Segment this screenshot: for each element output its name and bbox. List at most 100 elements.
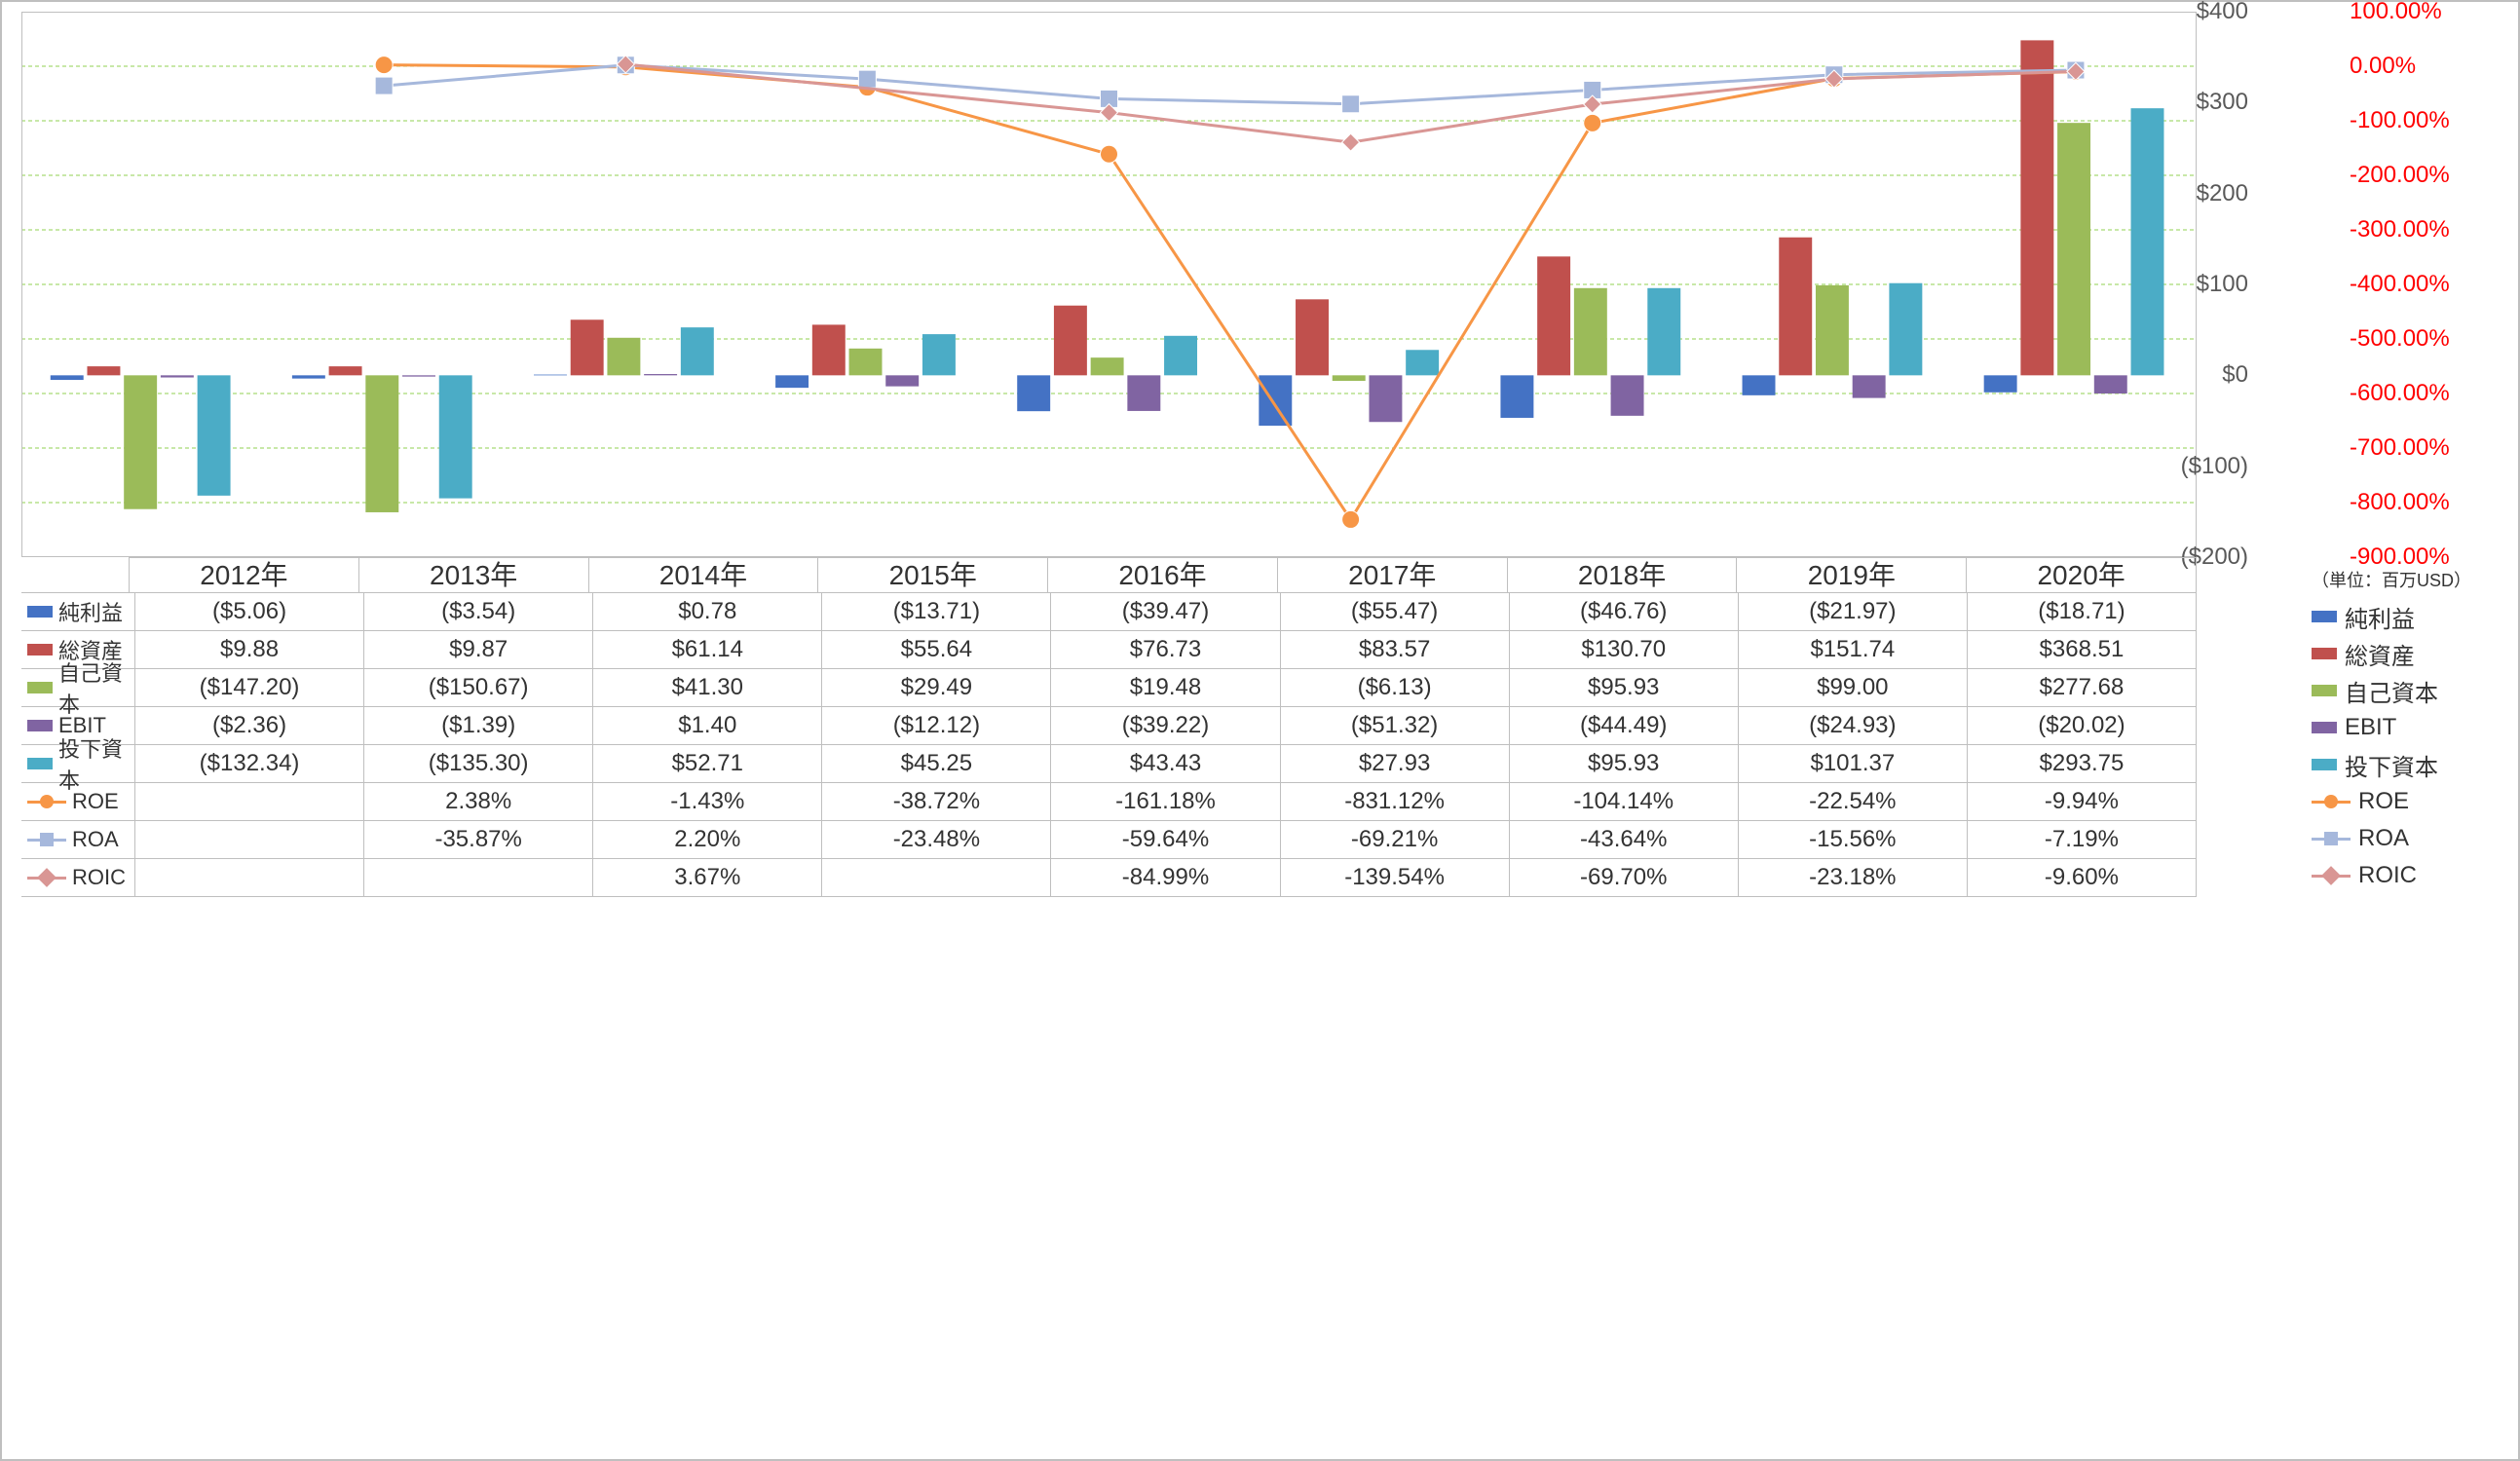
bar-total_assets-8 [2020, 40, 2053, 375]
table-cell: $27.93 [1281, 745, 1510, 782]
table-cell: -59.64% [1051, 821, 1280, 858]
series-label: ROE [21, 783, 135, 820]
bar-ebit-2 [644, 374, 677, 375]
bar-ebit-0 [161, 375, 194, 377]
table-cell: ($24.93) [1739, 707, 1968, 744]
table-cell [135, 783, 364, 820]
bar-total_assets-4 [1054, 306, 1087, 376]
table-cell: ($1.39) [364, 707, 593, 744]
chart-svg [21, 12, 2197, 557]
line-roa [384, 65, 2076, 104]
table-cell: ($21.97) [1739, 593, 1968, 630]
table-cell: -9.94% [1968, 783, 2197, 820]
table-cell: -1.43% [593, 783, 822, 820]
category-cell: 2020年 [1966, 558, 2197, 593]
series-label: 純利益 [21, 593, 135, 630]
bar-net_income-3 [775, 375, 809, 388]
table-cell: ($147.20) [135, 669, 364, 706]
bar-net_income-6 [1500, 375, 1533, 418]
table-cell: $41.30 [593, 669, 822, 706]
bar-ebit-5 [1369, 375, 1402, 422]
table-cell: ($6.13) [1281, 669, 1510, 706]
bar-equity-1 [365, 375, 398, 512]
y2-tick: -700.00% [2350, 434, 2450, 462]
table-cell: -84.99% [1051, 859, 1280, 896]
table-cell: -104.14% [1510, 783, 1739, 820]
marker-roe [1101, 145, 1118, 163]
table-cell: -69.70% [1510, 859, 1739, 896]
y1-tick: $200 [2197, 180, 2248, 207]
table-cell: $52.71 [593, 745, 822, 782]
plot-area [21, 12, 2197, 557]
category-cell: 2017年 [1277, 558, 1507, 593]
legend-item-ebit: EBIT [2312, 709, 2506, 746]
table-cell: $130.70 [1510, 631, 1739, 668]
table-cell: ($2.36) [135, 707, 364, 744]
table-cell: -15.56% [1739, 821, 1968, 858]
legend-item-total_assets: 総資産 [2312, 635, 2506, 672]
table-cell: ($18.71) [1968, 593, 2197, 630]
marker-roa [375, 77, 393, 94]
table-row-net_income: 純利益($5.06)($3.54)$0.78($13.71)($39.47)($… [21, 592, 2197, 630]
category-cell: 2018年 [1507, 558, 1737, 593]
bar-net_income-5 [1259, 375, 1292, 426]
legend-item-roa: ROA [2312, 820, 2506, 857]
y2-tick: -200.00% [2350, 162, 2450, 189]
bar-ebit-3 [885, 375, 919, 386]
bar-equity-2 [607, 338, 640, 376]
table-cell: ($51.32) [1281, 707, 1510, 744]
table-row-total_assets: 総資産$9.88$9.87$61.14$55.64$76.73$83.57$13… [21, 630, 2197, 668]
bar-equity-3 [849, 349, 883, 376]
bar-net_income-7 [1743, 375, 1776, 395]
marker-roic [1342, 133, 1360, 151]
table-cell: ($5.06) [135, 593, 364, 630]
bar-invested_capital-6 [1647, 288, 1680, 376]
marker-roa [858, 70, 876, 88]
table-cell: $1.40 [593, 707, 822, 744]
marker-roe [1584, 114, 1601, 131]
table-cell: $83.57 [1281, 631, 1510, 668]
bar-invested_capital-2 [681, 327, 714, 375]
bar-invested_capital-1 [439, 375, 472, 498]
table-cell: -22.54% [1739, 783, 1968, 820]
table-cell: -43.64% [1510, 821, 1739, 858]
table-cell: $99.00 [1739, 669, 1968, 706]
bar-total_assets-7 [1779, 238, 1812, 376]
bar-equity-6 [1574, 288, 1607, 376]
table-cell: -161.18% [1051, 783, 1280, 820]
series-label: ROIC [21, 859, 135, 896]
table-row-equity: 自己資本($147.20)($150.67)$41.30$29.49$19.48… [21, 668, 2197, 706]
table-cell: -23.48% [822, 821, 1051, 858]
series-label: ROA [21, 821, 135, 858]
table-cell: $45.25 [822, 745, 1051, 782]
bar-ebit-6 [1611, 375, 1644, 416]
bar-total_assets-1 [329, 366, 362, 375]
y1-tick: $300 [2197, 89, 2248, 116]
y2-tick: -500.00% [2350, 325, 2450, 353]
table-cell: 3.67% [593, 859, 822, 896]
y2-tick: -300.00% [2350, 216, 2450, 244]
y2-tick: -400.00% [2350, 271, 2450, 298]
table-cell: ($3.54) [364, 593, 593, 630]
y1-tick: $0 [2222, 361, 2248, 389]
table-cell: $151.74 [1739, 631, 1968, 668]
bar-equity-5 [1333, 375, 1366, 381]
y1-tick: $400 [2197, 0, 2248, 25]
table-cell: $9.88 [135, 631, 364, 668]
table-cell: -69.21% [1281, 821, 1510, 858]
y2-tick: 0.00% [2350, 53, 2416, 80]
table-cell: ($20.02) [1968, 707, 2197, 744]
bar-net_income-4 [1017, 375, 1050, 411]
bar-total_assets-2 [571, 319, 604, 375]
table-cell: ($150.67) [364, 669, 593, 706]
bar-equity-4 [1091, 357, 1124, 375]
table-row-roic: ROIC3.67%-84.99%-139.54%-69.70%-23.18%-9… [21, 858, 2197, 897]
bar-invested_capital-5 [1406, 350, 1439, 375]
bar-ebit-7 [1853, 375, 1886, 397]
category-cell: 2019年 [1736, 558, 1966, 593]
table-row-invested_capital: 投下資本($132.34)($135.30)$52.71$45.25$43.43… [21, 744, 2197, 782]
table-cell: $55.64 [822, 631, 1051, 668]
data-table: 純利益($5.06)($3.54)$0.78($13.71)($39.47)($… [21, 592, 2197, 1440]
category-cell: 2015年 [817, 558, 1047, 593]
legend-label: ROA [2358, 825, 2409, 852]
